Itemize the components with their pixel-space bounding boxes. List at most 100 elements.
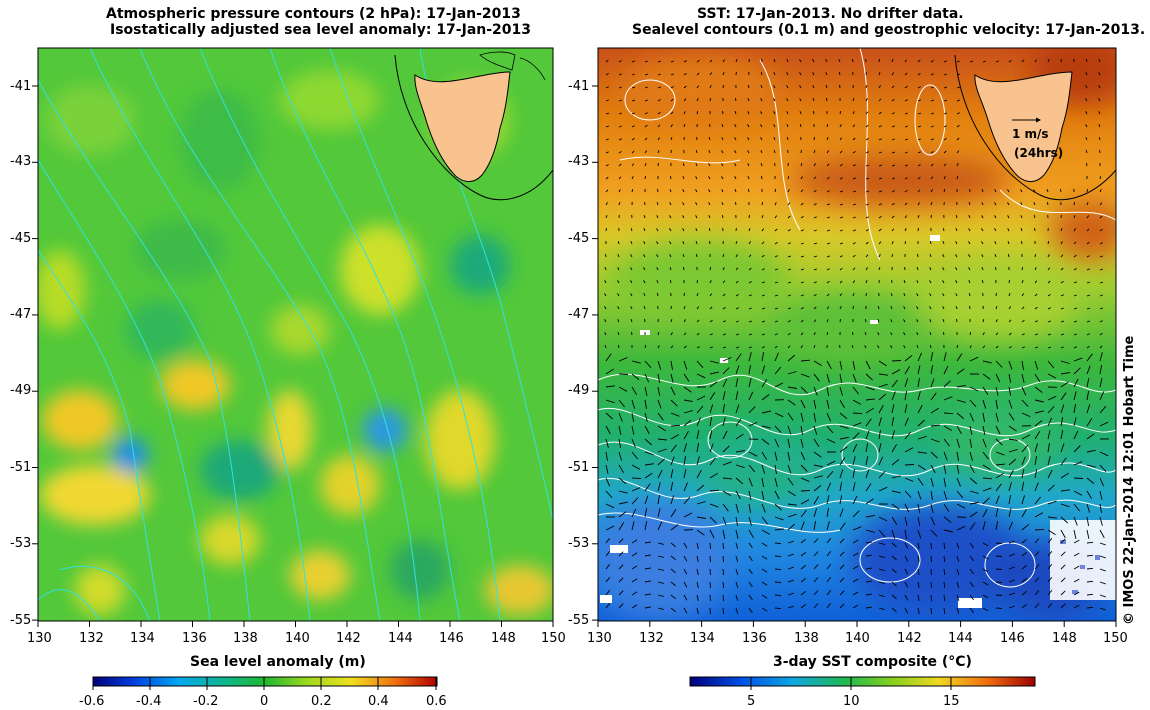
velocity-arrow [969, 438, 973, 448]
velocity-arrow [630, 280, 633, 284]
velocity-arrow [1007, 228, 1010, 232]
velocity-arrow [1047, 360, 1055, 369]
velocity-arrow [774, 477, 778, 487]
velocity-arrow [1007, 189, 1010, 193]
velocity-arrow [748, 464, 756, 473]
velocity-arrow [969, 581, 974, 588]
velocity-arrow [734, 137, 737, 141]
velocity-arrow [813, 386, 818, 396]
velocity-arrow [826, 190, 830, 193]
velocity-arrow [1060, 564, 1066, 570]
velocity-arrow [943, 464, 947, 474]
velocity-arrow [981, 254, 984, 258]
velocity-arrow [709, 306, 713, 310]
velocity-arrow [787, 399, 796, 406]
velocity-arrow [721, 202, 724, 206]
velocity-arrow [812, 111, 815, 115]
velocity-arrow [1021, 495, 1025, 505]
velocity-arrow [878, 470, 886, 479]
velocity-arrow [761, 281, 765, 284]
velocity-arrow [995, 555, 1003, 557]
velocity-arrow [878, 568, 885, 572]
velocity-arrow [682, 162, 685, 167]
velocity-arrow [630, 227, 633, 232]
velocity-arrow [800, 591, 807, 596]
velocity-arrow [709, 371, 719, 375]
velocity-arrow [1060, 516, 1069, 524]
velocity-arrow [904, 417, 909, 427]
velocity-arrow [1008, 448, 1018, 453]
right-colorbar-tick: 15 [943, 694, 960, 709]
velocity-arrow [644, 150, 648, 154]
velocity-arrow [656, 292, 659, 297]
velocity-arrow [1060, 551, 1066, 557]
left-colorbar [92, 676, 438, 687]
velocity-arrow [1098, 124, 1101, 128]
velocity-arrow [865, 360, 871, 370]
velocity-arrow [735, 555, 739, 562]
velocity-arrow [839, 137, 843, 141]
velocity-arrow [930, 451, 938, 459]
velocity-arrow [813, 163, 816, 167]
velocity-arrow [852, 216, 856, 219]
velocity-arrow [826, 150, 830, 154]
velocity-arrow [813, 451, 822, 458]
velocity-arrow [774, 202, 777, 206]
velocity-arrow [761, 410, 771, 414]
velocity-arrow [748, 294, 752, 297]
velocity-arrow [617, 345, 620, 349]
velocity-arrow [670, 542, 676, 548]
velocity-arrow [644, 451, 654, 456]
velocity-arrow [722, 378, 728, 388]
velocity-arrow [839, 255, 843, 258]
velocity-arrow [943, 352, 947, 362]
velocity-arrow [1060, 503, 1070, 508]
velocity-arrow [748, 228, 751, 232]
velocity-arrow [696, 85, 700, 89]
velocity-arrow [917, 490, 922, 500]
left-colorbar-tick: 0.2 [311, 694, 332, 709]
velocity-arrow [1021, 240, 1023, 245]
velocity-arrow [787, 425, 792, 435]
velocity-arrow [1034, 603, 1040, 609]
velocity-arrow [669, 228, 672, 232]
velocity-arrow [930, 516, 936, 526]
velocity-arrow [721, 123, 724, 128]
velocity-arrow [904, 189, 908, 193]
velocity-arrow [1034, 59, 1038, 63]
velocity-arrow [1059, 189, 1062, 193]
velocity-arrow [1099, 332, 1103, 336]
lon-tick-left-140: 140 [285, 631, 310, 646]
velocity-arrow [1034, 410, 1044, 414]
velocity-arrow [605, 99, 609, 102]
velocity-arrow [683, 512, 693, 518]
velocity-arrow [709, 542, 711, 550]
velocity-arrow [735, 294, 739, 297]
velocity-arrow [722, 417, 726, 427]
velocity-arrow [995, 568, 1003, 570]
velocity-arrow [994, 228, 997, 232]
velocity-arrow [904, 555, 909, 562]
lat-tick-right-49: -49 [568, 383, 590, 398]
lon-tick-right-146: 146 [1000, 631, 1025, 646]
velocity-arrow [696, 555, 699, 562]
velocity-arrow [852, 293, 855, 297]
velocity-arrow [904, 151, 908, 154]
velocity-arrow [826, 577, 832, 583]
velocity-arrow [683, 542, 688, 549]
velocity-arrow [748, 451, 758, 457]
velocity-arrow [773, 137, 776, 141]
velocity-arrow [813, 203, 817, 206]
velocity-arrow [851, 58, 854, 63]
velocity-arrow [618, 451, 623, 461]
velocity-arrow [799, 59, 802, 63]
velocity-arrow [735, 594, 739, 601]
velocity-arrow [878, 98, 882, 102]
velocity-arrow [1021, 59, 1025, 63]
velocity-arrow [877, 332, 880, 336]
velocity-arrow [630, 293, 633, 297]
velocity-arrow [800, 521, 805, 531]
velocity-arrow [605, 603, 611, 609]
velocity-arrow [1034, 528, 1045, 531]
velocity-arrow [799, 72, 802, 76]
